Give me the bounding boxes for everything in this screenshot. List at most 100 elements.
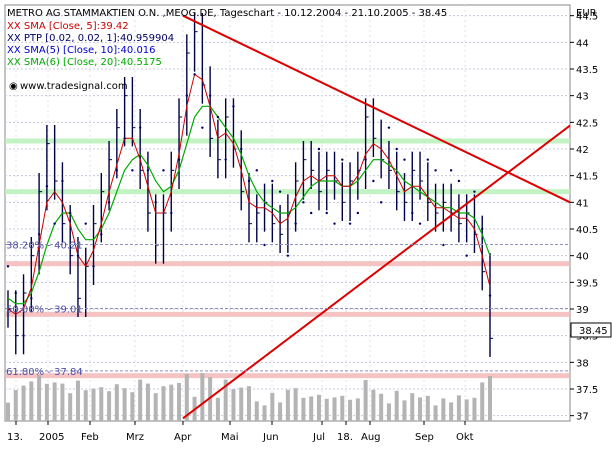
ptp-dot: [61, 179, 64, 183]
chart-title: METRO AG STAMMAKTIEN O.N. ,MEOG.DE, Tage…: [7, 8, 447, 19]
x-tick-label: 18.: [337, 432, 353, 443]
ptp-dot: [232, 105, 235, 108]
y-tick-label: 41.5: [576, 172, 598, 183]
volume-bar: [200, 373, 205, 421]
volume-bar: [107, 391, 112, 421]
x-tick-label: 13.: [7, 432, 23, 443]
volume-bar: [60, 383, 65, 421]
volume-bar: [348, 399, 353, 421]
ptp-dot: [473, 190, 476, 193]
volume-bar: [169, 384, 174, 421]
volume-bar: [278, 402, 283, 421]
ptp-dot: [341, 158, 344, 161]
volume-bar: [332, 397, 337, 421]
ptp-dot: [247, 179, 251, 183]
support-level-band: [5, 189, 570, 195]
volume-bar: [402, 400, 407, 421]
fibonacci-labels: 38.20% - 40.21 50.00% - 39.01 61.80% - 37.…: [5, 240, 570, 378]
source-label: www.tradesignal.com: [20, 81, 128, 92]
support-level-band: [5, 311, 570, 317]
ptp-dot: [216, 115, 220, 119]
volume-bar: [184, 374, 189, 421]
volume-bar: [21, 385, 26, 421]
y-tick-label: 37: [576, 412, 589, 423]
volume-bar: [293, 388, 298, 421]
ptp-dot: [325, 211, 328, 215]
volume-bar: [410, 393, 415, 421]
ptp-dot: [271, 179, 274, 183]
volume-bar: [394, 390, 399, 421]
x-tick-label: Aug: [361, 432, 381, 443]
x-tick-label: Jun: [262, 432, 279, 443]
ptp-dot: [170, 211, 173, 215]
volume-bar: [223, 379, 228, 421]
legend-sma20: XX SMA(6) [Close, 20]:40.5175: [7, 57, 162, 68]
volume-bar: [44, 383, 49, 421]
volume-bar: [309, 396, 314, 421]
volume-bar: [379, 393, 384, 421]
ptp-dot: [294, 222, 297, 225]
ptp-dot: [348, 222, 352, 225]
y-tick-label: 41: [576, 198, 589, 209]
ptp-dot: [309, 211, 313, 215]
ptp-dot: [372, 179, 375, 183]
ptp-dot: [6, 265, 10, 268]
y-tick-label: 38: [576, 358, 589, 369]
support-level-band: [5, 373, 570, 379]
volume-bar: [83, 390, 88, 421]
fib-label: 38.20% - 40.21: [6, 240, 83, 251]
volume-bar: [130, 392, 135, 421]
ptp-dot: [465, 254, 468, 257]
ptp-dot: [255, 169, 258, 172]
ptp-dot: [201, 126, 204, 129]
currency-label: EUR: [576, 8, 597, 19]
volume-bar: [301, 397, 306, 421]
volume-bar: [285, 389, 290, 421]
y-tick-label: 42: [576, 145, 589, 156]
ptp-dot: [193, 73, 196, 76]
ptp-dot: [208, 94, 212, 97]
volume-bar: [145, 383, 150, 421]
ptp-dot: [302, 201, 305, 204]
volume-bar: [371, 389, 376, 421]
x-tick-label: Mai: [221, 432, 239, 443]
sma5-line: [7, 73, 491, 315]
ptp-dot: [403, 158, 406, 161]
ptp-dot: [100, 233, 103, 236]
volume-bar: [316, 394, 321, 421]
y-tick-label: 37.5: [576, 385, 598, 396]
volume-bar: [239, 387, 244, 421]
volume-bar: [138, 379, 143, 421]
volume-bar: [75, 380, 80, 421]
legend-sma10: XX SMA(5) [Close, 10]:40.016: [7, 45, 156, 56]
ptp-dot: [411, 211, 414, 215]
volume-bar: [215, 397, 220, 421]
x-tick-label: Jul: [312, 432, 325, 443]
volume-bar: [418, 397, 423, 421]
volume-bar: [161, 386, 166, 421]
ptp-dot: [418, 222, 422, 225]
volume-bar: [52, 382, 57, 421]
ptp-dot: [177, 158, 181, 161]
ptp-dot: [395, 147, 398, 151]
ptp-dot: [278, 190, 282, 193]
support-level-band: [5, 261, 570, 267]
ptp-dot: [37, 233, 41, 236]
y-tick-label: 44: [576, 38, 589, 49]
volume-bar: [6, 402, 10, 421]
trendlines: [182, 14, 571, 420]
ptp-dot: [22, 334, 25, 337]
x-tick-label: Feb: [81, 432, 99, 443]
ptp-dot: [138, 126, 142, 129]
ptp-dot: [146, 169, 150, 172]
ptp-dot: [333, 222, 336, 225]
volume-bar: [262, 405, 267, 421]
ptp-dot: [115, 169, 119, 172]
volume-bar: [441, 398, 446, 421]
trendline-upper: [182, 14, 571, 204]
ptp-dot: [53, 222, 56, 225]
ptp-dot: [14, 291, 17, 295]
ptp-dot: [154, 201, 157, 204]
x-tick-label: Sep: [415, 432, 434, 443]
